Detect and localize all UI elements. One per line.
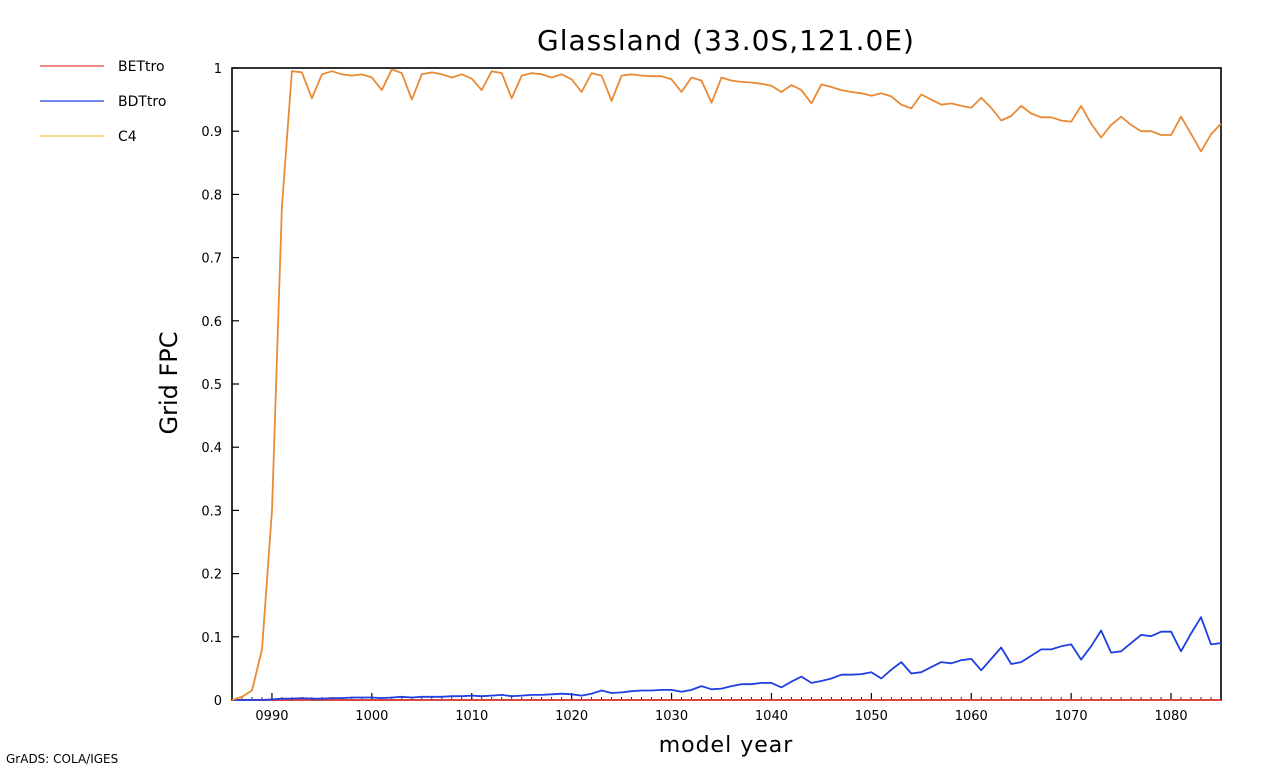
x-tick-label: 1070 [1055,709,1088,724]
plot-area: 0 0.1 0.2 0.3 0.4 0.5 0.6 0.7 0.8 0.9 1 0990 1000 101… [201,62,1222,724]
x-tick-label: 1020 [555,709,588,724]
y-tick-label: 0.3 [201,504,222,519]
legend-label-bdttro: BDTtro [118,94,166,110]
y-tick-label: 0.2 [201,568,222,583]
legend-label-c4: C4 [118,129,137,145]
y-tick-label: 0.6 [201,315,222,330]
y-tick-label: 0.7 [201,252,222,267]
x-tick-label: 0990 [255,709,288,724]
x-axis-label: model year [659,733,794,758]
y-axis-label: Grid FPC [155,331,183,434]
grads-credit: GrADS: COLA/IGES [6,752,119,766]
y-tick-label: 0.1 [201,631,222,646]
y-tick-label: 1 [214,62,222,77]
legend: BETtro BDTtro C4 [40,59,166,145]
plot-frame [231,67,1222,701]
y-tick-label: 0.9 [201,125,222,140]
y-tick-label: 0 [214,694,222,709]
x-tick-label: 1000 [355,709,388,724]
y-tick-label: 0.8 [201,188,222,203]
x-tick-label: 1030 [655,709,688,724]
series-line-c4 [231,68,1222,701]
x-tick-label: 1010 [455,709,488,724]
x-tick-label: 1040 [755,709,788,724]
y-tick-label: 0.4 [201,441,222,456]
y-tick-label: 0.5 [201,378,222,393]
x-tick-label: 1050 [855,709,888,724]
legend-label-bettro: BETtro [118,59,165,75]
chart-title: Glassland (33.0S,121.0E) [537,24,915,57]
x-tick-label: 1060 [955,709,988,724]
series-line-bdttro [232,616,1222,701]
x-tick-label: 1080 [1155,709,1188,724]
